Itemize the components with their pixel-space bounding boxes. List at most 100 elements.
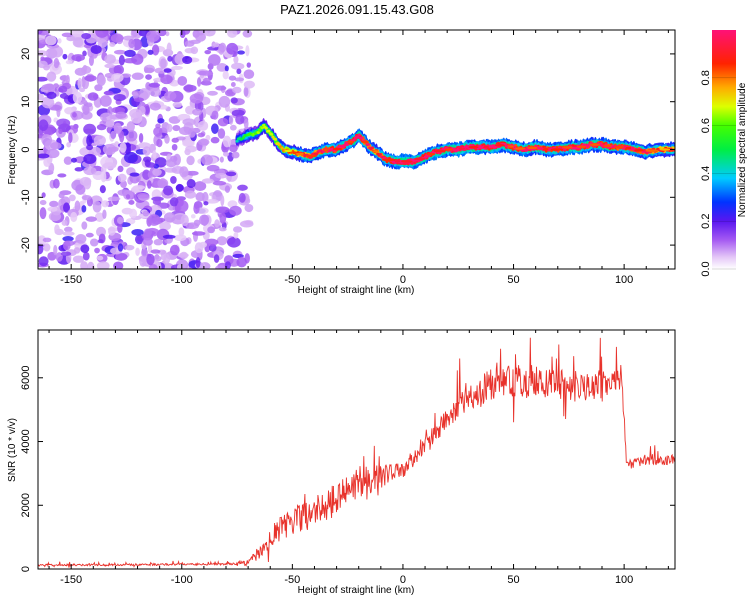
x-tick-label: -150 (60, 274, 82, 286)
noise-blob (182, 118, 196, 126)
colorbar-tick-label: 0.2 (700, 214, 712, 229)
noise-blob (85, 102, 93, 108)
y-tick-label: 2000 (20, 493, 32, 517)
noise-blob (160, 58, 167, 69)
noise-blob (117, 243, 124, 252)
noise-blob (129, 208, 138, 219)
noise-blob (64, 226, 73, 233)
ridge-peak (295, 152, 304, 156)
noise-blob (113, 122, 122, 134)
noise-blob (95, 30, 109, 38)
noise-blob (213, 254, 220, 263)
noise-blob (217, 117, 229, 127)
snr-frame (37, 329, 676, 570)
ridge-peak (589, 143, 601, 147)
spectrogram-noise-layer (38, 30, 255, 269)
ridge-peak (381, 158, 395, 162)
noise-blob (244, 203, 254, 213)
noise-blob (125, 194, 131, 200)
noise-blob (97, 38, 108, 48)
noise-blob (163, 212, 176, 223)
noise-blob (193, 203, 200, 215)
ridge-peak (494, 144, 505, 147)
noise-blob (201, 214, 209, 226)
noise-blob (179, 251, 189, 260)
noise-blob (132, 185, 146, 190)
noise-blob (92, 201, 102, 213)
noise-blob (111, 73, 124, 83)
noise-blob (207, 226, 216, 234)
spectrogram-ridge-layer (235, 118, 675, 170)
noise-blob (62, 236, 74, 242)
noise-blob (58, 192, 65, 199)
noise-blob (71, 157, 77, 163)
noise-blob (86, 144, 94, 151)
noise-blob (193, 181, 207, 192)
noise-blob (142, 238, 153, 246)
noise-blob (219, 212, 227, 224)
noise-blob (231, 109, 245, 117)
ridge-peak (603, 144, 612, 148)
noise-blob (164, 91, 177, 101)
colorbar-gradient (712, 30, 736, 269)
noise-blob (180, 214, 189, 226)
noise-blob (201, 154, 213, 166)
noise-blob (215, 265, 227, 269)
y-tick-label: 10 (20, 96, 32, 108)
noise-blob (176, 200, 189, 213)
ridge-segment (269, 132, 274, 136)
noise-blob (218, 42, 227, 53)
ridge-peak (305, 154, 318, 158)
noise-blob (43, 243, 51, 252)
noise-blob (163, 185, 174, 196)
noise-blob (152, 150, 157, 159)
noise-blob (207, 90, 218, 96)
noise-blob (245, 45, 250, 57)
snr-ylabel: SNR (10 * v/v) (7, 418, 18, 482)
noise-blob (171, 137, 179, 143)
y-tick-label: -20 (20, 237, 32, 253)
noise-blob (46, 91, 57, 100)
noise-blob (74, 200, 81, 212)
noise-blob (173, 234, 187, 242)
noise-blob (237, 50, 245, 55)
noise-blob (70, 211, 78, 223)
noise-blob (85, 216, 97, 222)
noise-blob (53, 244, 58, 256)
noise-blob (156, 138, 163, 148)
noise-blob (100, 171, 107, 183)
noise-blob (218, 95, 231, 108)
noise-blob (222, 70, 229, 80)
noise-blob (190, 214, 196, 219)
noise-blob (160, 74, 173, 85)
noise-blob (212, 180, 227, 186)
noise-blob (124, 49, 136, 57)
spectrogram-xlabel: Height of straight line (km) (298, 285, 415, 296)
noise-blob (169, 197, 179, 207)
ridge-peak (645, 149, 659, 152)
noise-blob (72, 112, 77, 118)
noise-blob (215, 172, 228, 179)
ridge-segment (260, 126, 264, 130)
noise-blob (79, 176, 92, 186)
noise-blob (151, 44, 160, 56)
noise-blob (163, 68, 172, 73)
noise-blob (39, 199, 47, 206)
noise-blob (131, 228, 144, 236)
noise-blob (204, 238, 219, 246)
noise-blob (129, 108, 143, 119)
y-tick-label: 6000 (20, 366, 32, 390)
noise-blob (199, 70, 214, 76)
ridge-peak (394, 160, 401, 163)
ridge-peak (507, 145, 515, 148)
noise-blob (186, 179, 196, 189)
ridge-segment (345, 143, 349, 147)
noise-blob (204, 49, 212, 55)
noise-blob (228, 30, 234, 34)
noise-blob (65, 74, 70, 85)
snr-series-line (38, 337, 675, 568)
noise-blob (115, 111, 127, 119)
noise-blob (124, 151, 138, 164)
noise-blob (182, 139, 195, 148)
noise-blob (117, 216, 124, 225)
